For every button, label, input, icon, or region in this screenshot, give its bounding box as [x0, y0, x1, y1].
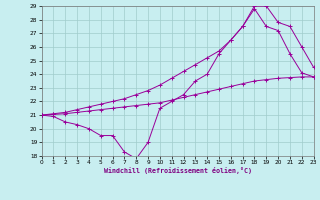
X-axis label: Windchill (Refroidissement éolien,°C): Windchill (Refroidissement éolien,°C) — [104, 167, 252, 174]
